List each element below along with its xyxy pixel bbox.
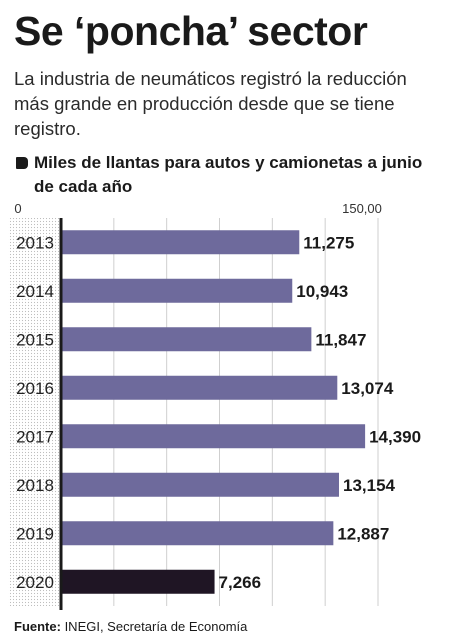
category-label: 2016: [16, 379, 54, 398]
category-label: 2015: [16, 330, 54, 349]
bar-2013: [61, 230, 300, 255]
category-label: 2020: [16, 573, 54, 592]
label-gutter: [8, 218, 59, 606]
category-label: 2018: [16, 476, 54, 495]
value-label: 12,887: [337, 524, 389, 543]
bar-2020: [61, 569, 215, 594]
source-label: Fuente:: [14, 619, 61, 634]
bar-2019: [61, 521, 334, 546]
bar-2017: [61, 424, 366, 449]
category-label: 2013: [16, 233, 54, 252]
value-label: 13,074: [341, 379, 394, 398]
bar-2016: [61, 375, 338, 400]
category-label: 2014: [16, 282, 54, 301]
legend-label: Miles de llantas para autos y camionetas…: [34, 153, 423, 196]
x-tick-label: 150,00: [342, 201, 382, 216]
value-label: 11,275: [303, 233, 354, 252]
value-label: 13,154: [343, 476, 396, 495]
value-label: 11,847: [315, 330, 366, 349]
bar-2015: [61, 327, 312, 352]
chart-title: Se ‘poncha’ sector: [14, 8, 368, 54]
value-label: 10,943: [296, 282, 348, 301]
bar-chart: 0 150,00 2013 11,275 2014 10,943 2015 11,847 201…: [8, 201, 421, 610]
bar-2014: [61, 278, 293, 303]
category-label: 2019: [16, 524, 54, 543]
category-label: 2017: [16, 427, 54, 446]
bar-2018: [61, 472, 339, 497]
value-label: 7,266: [219, 573, 262, 592]
x-tick-label: 0: [14, 201, 21, 216]
source-text: INEGI, Secretaría de Economía: [60, 619, 248, 634]
chart-subtitle: La industria de neumáticos registró la r…: [14, 68, 407, 139]
legend-marker-icon: [16, 157, 28, 169]
value-label: 14,390: [369, 427, 421, 446]
source-note: Fuente: INEGI, Secretaría de Economía: [14, 619, 247, 634]
